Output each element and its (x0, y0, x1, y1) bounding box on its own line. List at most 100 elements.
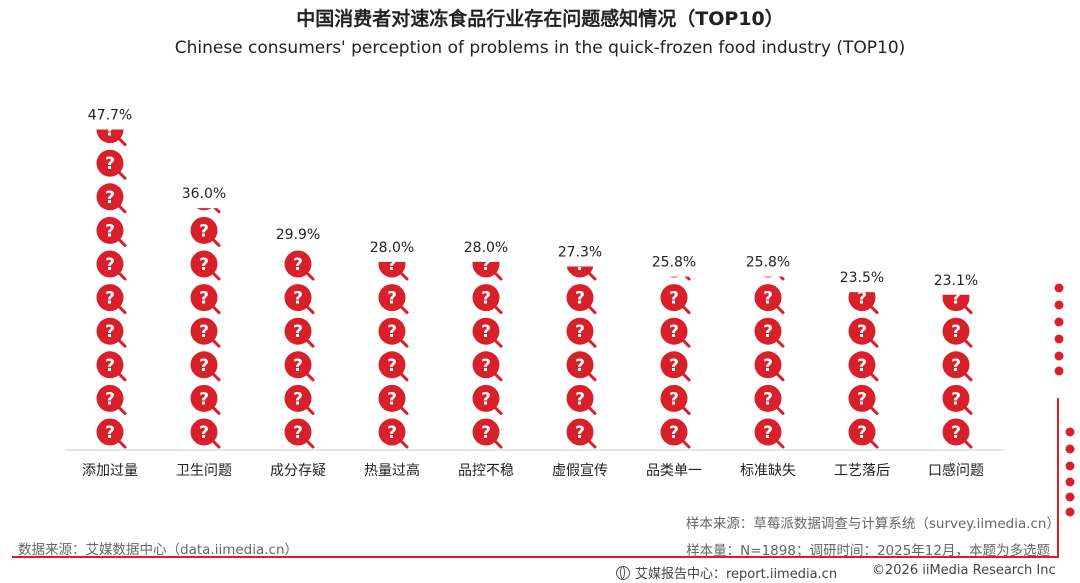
svg-text:?: ? (763, 154, 773, 174)
question-magnifier-icon: ? (96, 250, 127, 281)
category-label: 成分存疑 (270, 463, 326, 479)
question-magnifier-icon: ? (942, 289, 973, 315)
svg-text:?: ? (293, 289, 303, 309)
sample-source: 样本来源：草莓派数据调查与计算系统（survey.iimedia.cn） (685, 516, 1060, 532)
svg-text:?: ? (293, 389, 303, 409)
question-magnifier-icon: ? (378, 317, 409, 348)
svg-text:?: ? (763, 389, 773, 409)
question-magnifier-icon: ? (763, 276, 785, 281)
bar-8: ?????????? (754, 121, 785, 449)
question-magnifier-icon: ? (566, 266, 597, 281)
pictogram-bar-chart: ??????????47.7%添加过量??????????36.0%卫生问题??… (65, 107, 1005, 479)
question-magnifier-icon: ? (472, 284, 503, 315)
question-magnifier-icon: ? (378, 351, 409, 382)
svg-text:?: ? (199, 289, 209, 309)
svg-text:?: ? (387, 322, 397, 342)
question-magnifier-icon: ? (660, 384, 691, 415)
svg-text:?: ? (951, 188, 961, 208)
question-magnifier-icon: ? (567, 217, 596, 246)
svg-text:?: ? (857, 423, 867, 443)
svg-text:?: ? (105, 356, 115, 376)
svg-text:?: ? (763, 322, 773, 342)
question-magnifier-icon: ? (190, 250, 221, 281)
question-magnifier-icon: ? (942, 418, 973, 449)
svg-text:?: ? (951, 154, 961, 174)
bar-2: ?????????? (190, 208, 221, 449)
svg-text:?: ? (951, 289, 961, 309)
question-magnifier-icon: ? (190, 216, 221, 247)
svg-text:?: ? (481, 255, 491, 275)
bar-1: ?????????? (96, 129, 127, 449)
svg-text:?: ? (857, 356, 867, 376)
svg-text:?: ? (669, 423, 679, 443)
svg-text:?: ? (199, 221, 209, 241)
svg-text:?: ? (763, 356, 773, 376)
svg-text:?: ? (669, 289, 679, 309)
chart-title: 中国消费者对速冻食品行业存在问题感知情况（TOP10） (296, 8, 784, 30)
svg-text:?: ? (857, 289, 867, 309)
chart-subtitle: Chinese consumers' perception of problem… (174, 38, 906, 58)
category-label: 工艺落后 (834, 463, 890, 479)
svg-text:?: ? (199, 423, 209, 443)
svg-text:?: ? (763, 121, 773, 141)
question-magnifier-icon: ? (942, 384, 973, 415)
question-magnifier-icon: ? (755, 150, 784, 179)
svg-text:?: ? (763, 188, 773, 208)
question-magnifier-icon: ? (849, 183, 878, 212)
svg-text:?: ? (387, 289, 397, 309)
svg-text:?: ? (293, 423, 303, 443)
question-magnifier-icon: ? (661, 116, 690, 145)
svg-text:?: ? (105, 389, 115, 409)
category-label: 虚假宣传 (552, 463, 608, 479)
question-magnifier-icon: ? (848, 351, 879, 382)
question-magnifier-icon: ? (661, 217, 690, 246)
question-magnifier-icon: ? (848, 384, 879, 415)
question-magnifier-icon: ? (473, 183, 502, 212)
question-magnifier-icon: ? (660, 284, 691, 315)
question-magnifier-icon: ? (96, 418, 127, 449)
svg-text:?: ? (199, 356, 209, 376)
question-magnifier-icon: ? (190, 418, 221, 449)
value-label: 25.8% (746, 255, 790, 271)
question-magnifier-icon: ? (96, 384, 127, 415)
svg-text:?: ? (387, 154, 397, 174)
question-magnifier-icon: ? (942, 351, 973, 382)
question-magnifier-icon: ? (848, 418, 879, 449)
question-magnifier-icon: ? (669, 276, 691, 281)
category-label: 标准缺失 (740, 463, 796, 479)
question-magnifier-icon: ? (567, 116, 596, 145)
question-magnifier-icon: ? (660, 418, 691, 449)
question-magnifier-icon: ? (378, 384, 409, 415)
question-magnifier-icon: ? (378, 261, 409, 281)
bar-4: ?????????? (378, 154, 409, 449)
question-magnifier-icon: ? (849, 150, 878, 179)
svg-text:?: ? (669, 221, 679, 241)
question-magnifier-icon: ? (96, 149, 127, 180)
svg-text:?: ? (575, 389, 585, 409)
svg-text:?: ? (293, 188, 303, 208)
svg-text:?: ? (857, 188, 867, 208)
footer-divider-line (12, 556, 1058, 558)
question-magnifier-icon: ? (190, 351, 221, 382)
svg-text:?: ? (951, 356, 961, 376)
svg-text:?: ? (293, 255, 303, 275)
svg-text:?: ? (481, 121, 491, 141)
svg-text:?: ? (857, 389, 867, 409)
question-magnifier-icon: ? (285, 183, 314, 212)
svg-text:?: ? (481, 221, 491, 241)
svg-text:?: ? (105, 188, 115, 208)
sample-info: 样本量：N=1898；调研时间：2025年12月，本题为多选题 (686, 543, 1050, 559)
svg-text:?: ? (575, 154, 585, 174)
question-magnifier-icon: ? (755, 217, 784, 246)
svg-text:?: ? (669, 322, 679, 342)
category-label: 添加过量 (82, 463, 138, 479)
bar-10: ?????????? (942, 154, 973, 449)
question-magnifier-icon: ? (472, 351, 503, 382)
svg-text:?: ? (199, 389, 209, 409)
svg-text:?: ? (951, 389, 961, 409)
question-magnifier-icon: ? (849, 116, 878, 145)
svg-text:?: ? (293, 322, 303, 342)
svg-text:?: ? (293, 121, 303, 141)
bar-5: ?????????? (472, 121, 503, 449)
